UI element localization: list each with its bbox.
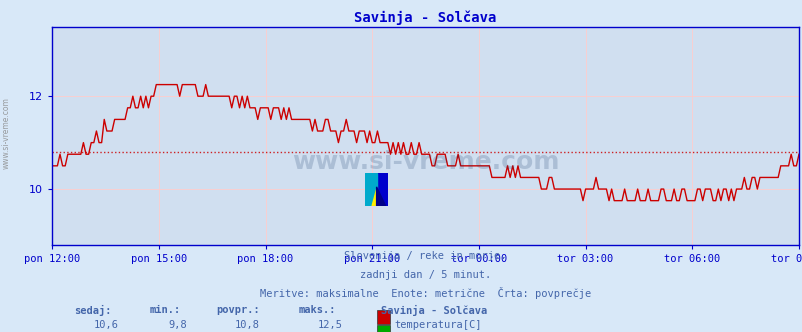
Title: Savinja - Solčava: Savinja - Solčava bbox=[354, 11, 496, 25]
Text: Meritve: maksimalne  Enote: metrične  Črta: povprečje: Meritve: maksimalne Enote: metrične Črta… bbox=[260, 287, 590, 299]
FancyBboxPatch shape bbox=[377, 310, 389, 324]
Text: Slovenija / reke in morje.: Slovenija / reke in morje. bbox=[344, 251, 506, 262]
Text: maks.:: maks.: bbox=[298, 305, 336, 315]
Text: Savinja - Solčava: Savinja - Solčava bbox=[380, 305, 487, 316]
Polygon shape bbox=[376, 173, 387, 206]
Text: 9,8: 9,8 bbox=[168, 320, 186, 330]
Text: sedaj:: sedaj: bbox=[75, 305, 112, 316]
Text: povpr.:: povpr.: bbox=[217, 305, 260, 315]
Text: 10,6: 10,6 bbox=[93, 320, 118, 330]
Text: min.:: min.: bbox=[149, 305, 180, 315]
Text: 10,8: 10,8 bbox=[235, 320, 260, 330]
Polygon shape bbox=[371, 189, 381, 206]
Text: www.si-vreme.com: www.si-vreme.com bbox=[291, 150, 559, 174]
Text: www.si-vreme.com: www.si-vreme.com bbox=[2, 97, 11, 169]
Polygon shape bbox=[365, 173, 376, 206]
Text: 12,5: 12,5 bbox=[317, 320, 342, 330]
FancyBboxPatch shape bbox=[377, 325, 389, 332]
Polygon shape bbox=[376, 187, 385, 206]
Text: temperatura[C]: temperatura[C] bbox=[394, 320, 481, 330]
Text: zadnji dan / 5 minut.: zadnji dan / 5 minut. bbox=[359, 270, 491, 280]
